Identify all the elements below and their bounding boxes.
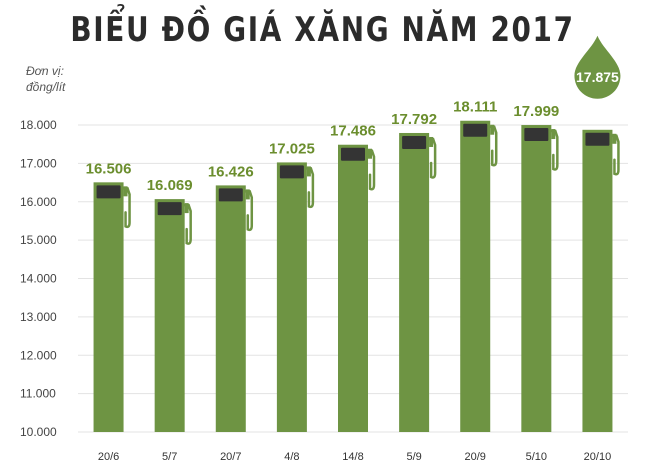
bar (276, 162, 307, 432)
x-tick-label: 20/7 (220, 451, 241, 463)
pump-display (402, 135, 427, 149)
y-tick-label: 10.000 (20, 425, 57, 439)
y-tick-label: 15.000 (20, 233, 57, 247)
chart-title: BIỂU ĐỒ GIÁ XĂNG NĂM 2017 (70, 10, 575, 50)
pump-nozzle-head (184, 203, 189, 214)
pump-nozzle (305, 167, 315, 209)
unit-label-line2: đồng/lít (26, 80, 66, 94)
y-tick-label: 17.000 (20, 156, 57, 170)
pump-nozzle-head (551, 129, 556, 140)
value-label: 17.486 (330, 123, 376, 140)
x-tick-label: 5/7 (162, 451, 177, 463)
value-label: 16.506 (86, 160, 132, 177)
pump-display (157, 202, 182, 216)
pump-nozzle (488, 125, 498, 167)
pump-display (341, 147, 365, 161)
value-label: 16.426 (208, 163, 254, 180)
pump-display (279, 165, 304, 179)
bar (399, 132, 430, 432)
price-drop-badge (574, 35, 621, 99)
pump-display (585, 132, 610, 146)
pump-display (463, 123, 488, 137)
x-tick-label: 20/9 (465, 451, 486, 463)
pump-display (524, 128, 549, 142)
pump-display (218, 188, 243, 202)
y-tick-label: 14.000 (20, 272, 57, 286)
pump-nozzle-head (490, 124, 495, 135)
pump-nozzle (244, 190, 254, 232)
y-tick-label: 13.000 (20, 310, 57, 324)
bar (338, 144, 368, 433)
pump-nozzle (611, 134, 620, 176)
value-label: 16.069 (147, 177, 193, 194)
pump-nozzle (550, 129, 559, 171)
y-tick-label: 12.000 (20, 348, 57, 362)
pump-nozzle-head (306, 166, 311, 177)
unit-label-line1: Đơn vị: (26, 64, 64, 78)
pump-nozzle-head (123, 186, 128, 197)
pump-nozzle (183, 203, 192, 245)
bar (582, 129, 613, 432)
pump-display (96, 185, 121, 199)
x-tick-label: 20/10 (584, 451, 612, 463)
pump-nozzle (122, 187, 131, 229)
bar (93, 182, 124, 432)
value-label: 17.875 (576, 69, 619, 85)
value-label: 18.111 (453, 99, 497, 116)
y-tick-label: 16.000 (20, 195, 57, 209)
bar (215, 185, 246, 432)
bar (460, 120, 491, 433)
y-tick-label: 11.000 (20, 387, 56, 401)
bar (154, 199, 185, 432)
pump-nozzle-head (612, 133, 617, 144)
x-tick-label: 20/6 (98, 451, 119, 463)
value-label: 17.025 (269, 140, 315, 157)
x-tick-label: 5/10 (526, 451, 547, 463)
y-tick-label: 18.000 (20, 118, 57, 132)
value-label: 17.792 (391, 111, 437, 128)
pump-nozzle-head (368, 148, 372, 159)
x-tick-label: 5/9 (406, 451, 421, 463)
x-tick-label: 4/8 (284, 451, 299, 463)
pump-nozzle (427, 137, 437, 179)
unit-label: Đơn vị: đồng/lít (26, 63, 86, 95)
pump-nozzle-head (245, 189, 250, 200)
x-tick-label: 14/8 (342, 451, 363, 463)
pump-nozzle (366, 149, 376, 191)
value-label: 17.999 (513, 103, 559, 120)
bar (521, 125, 552, 432)
pump-nozzle-head (429, 136, 434, 147)
